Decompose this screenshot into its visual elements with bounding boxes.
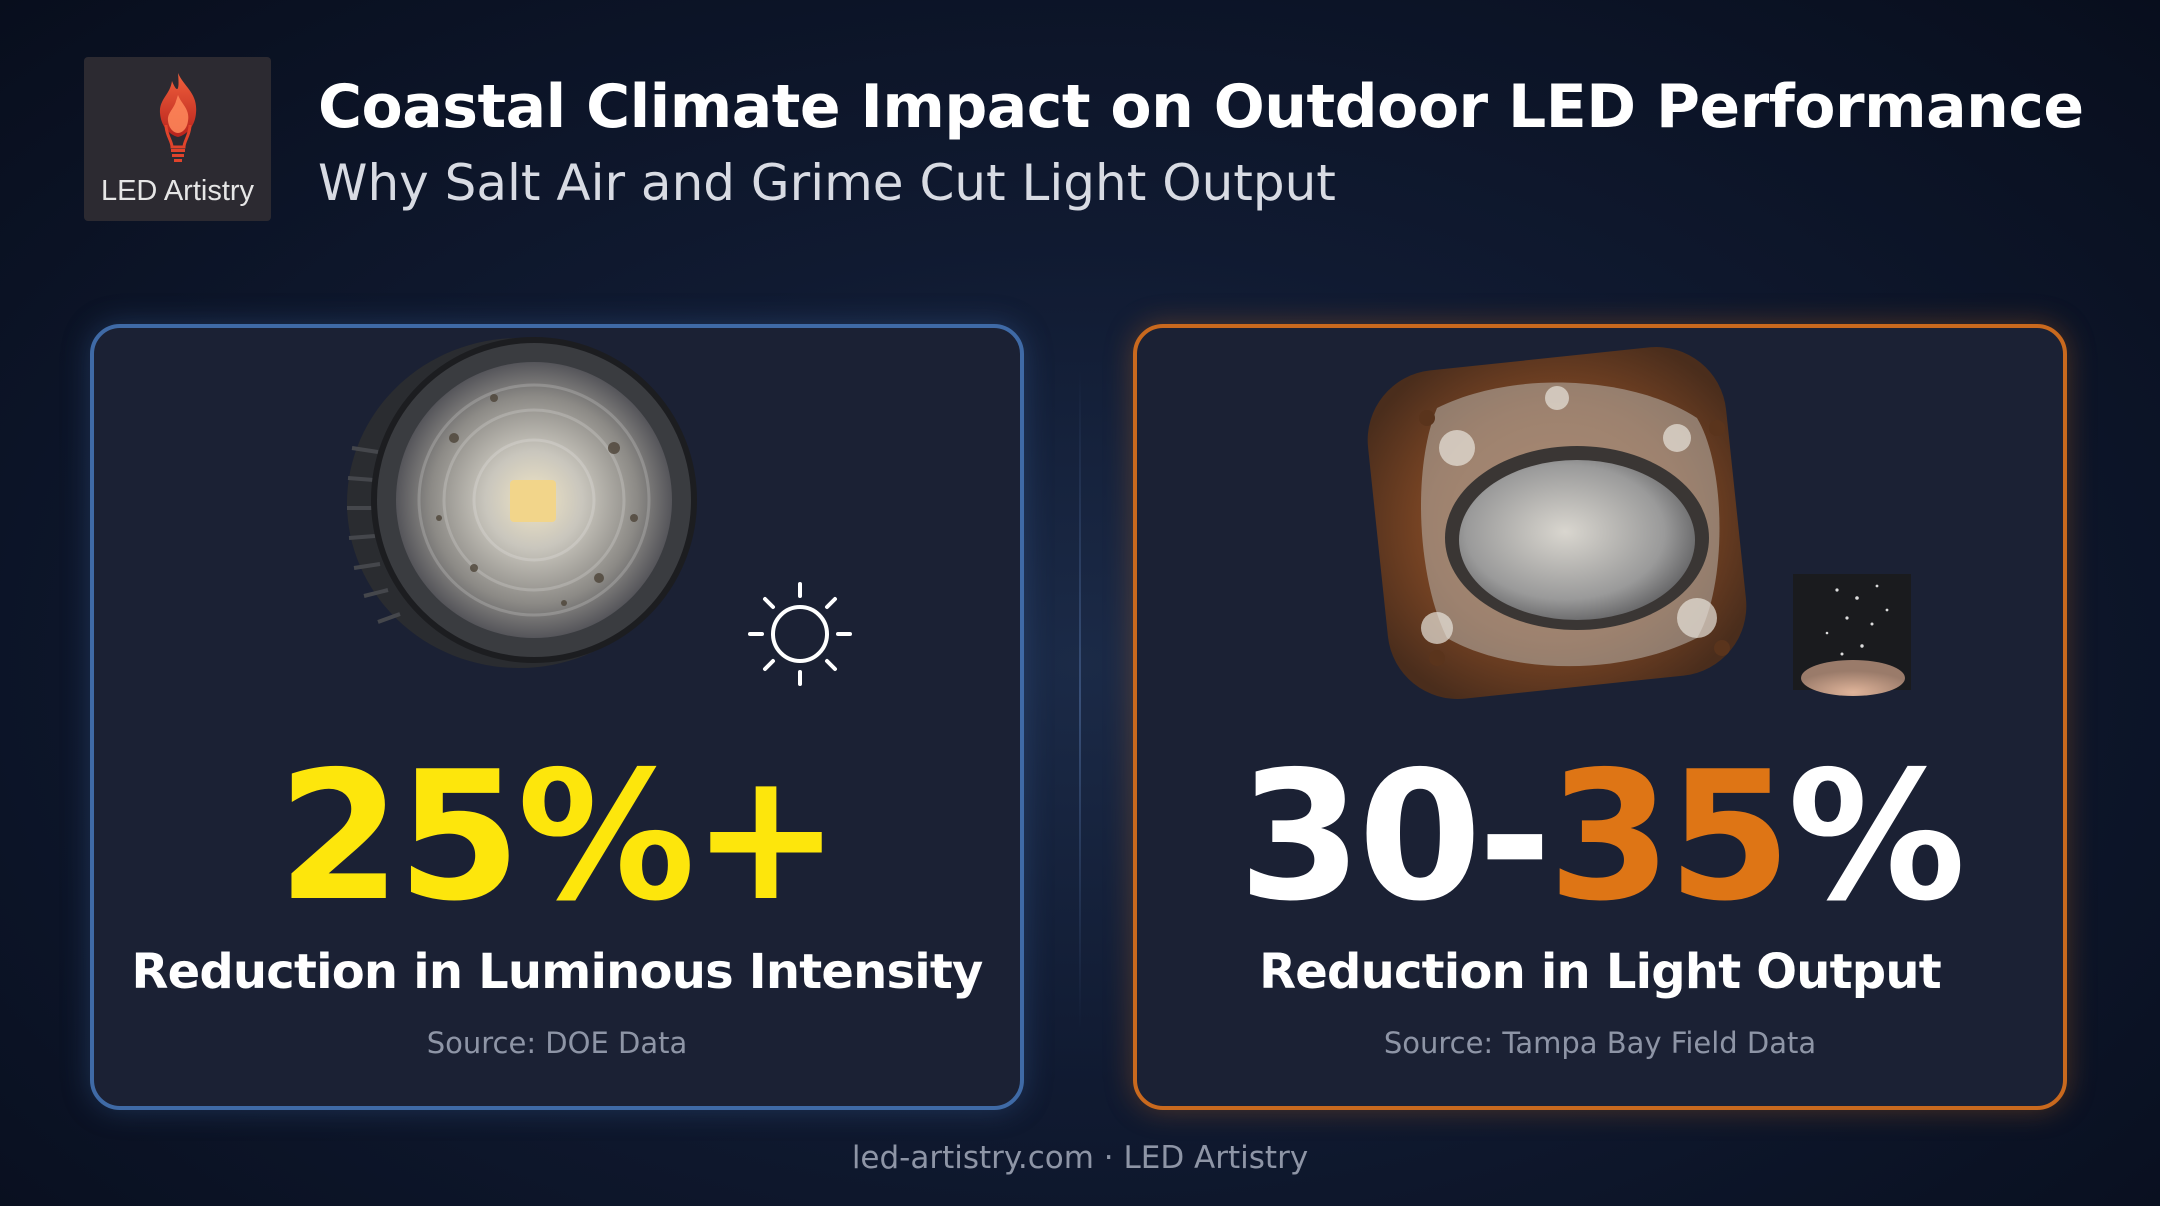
stat-source: Source: Tampa Bay Field Data [1383,1026,1817,1060]
salt-pile-icon [1793,574,1911,696]
stat-card-luminous-intensity: 25%+ Reduction in Luminous Intensity Sou… [90,324,1024,1110]
card-illustration [347,337,852,686]
dirty-led-spotlight-image [347,337,697,668]
stat-value-highlight: 35 [1547,733,1792,940]
center-divider [1079,370,1081,1030]
stat-value-prefix: 30- [1238,733,1552,940]
stat-value-suffix: % [1787,733,1965,940]
stat-value: 30-35% [1137,748,2063,926]
stat-card-light-output: 30-35% Reduction in Light Output Source:… [1133,324,2067,1110]
stat-value: 25%+ [277,733,840,940]
brand-logo: LED Artistry [84,57,271,221]
card-illustration [1367,347,1911,699]
page-subtitle: Why Salt Air and Grime Cut Light Output [318,154,1336,212]
stat-source: Source: DOE Data [426,1026,688,1060]
corroded-outdoor-fixture-image [1367,347,1747,699]
sun-icon [748,582,852,686]
stat-caption: Reduction in Light Output [1259,944,1942,1000]
logo-text: LED Artistry [100,175,255,207]
footer-text: led-artistry.com · LED Artistry [851,1140,1309,1176]
stat-caption: Reduction in Luminous Intensity [131,944,983,1000]
flame-bulb-icon [159,73,197,162]
page-title: Coastal Climate Impact on Outdoor LED Pe… [318,72,2084,142]
